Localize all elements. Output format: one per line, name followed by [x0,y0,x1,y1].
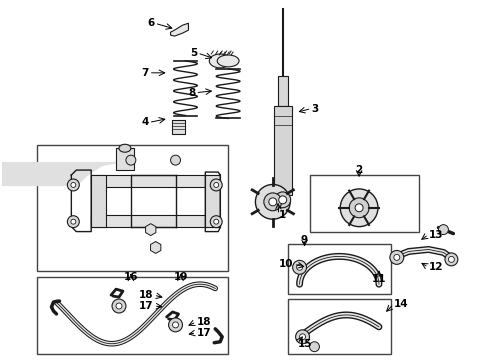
Ellipse shape [112,299,126,313]
Ellipse shape [214,183,219,188]
Ellipse shape [269,198,277,206]
Text: 8: 8 [188,88,196,98]
Text: 7: 7 [142,68,149,78]
Text: 9: 9 [301,234,308,244]
Bar [37,277,228,354]
Ellipse shape [439,225,448,235]
Text: 18: 18 [139,290,154,300]
Ellipse shape [171,155,180,165]
Ellipse shape [275,192,291,208]
Ellipse shape [169,318,182,332]
Text: 11: 11 [372,274,386,284]
Ellipse shape [448,256,454,262]
Ellipse shape [299,334,306,340]
Bar [274,105,292,195]
Text: 5: 5 [190,48,197,58]
Bar [172,121,185,134]
Ellipse shape [340,189,378,227]
Ellipse shape [214,219,219,224]
Ellipse shape [293,260,307,274]
Bar [288,244,391,294]
Text: 14: 14 [394,299,409,309]
Ellipse shape [210,179,222,191]
Ellipse shape [255,184,290,219]
Ellipse shape [445,253,458,266]
Ellipse shape [394,255,400,260]
Ellipse shape [217,55,239,67]
Bar [311,175,418,231]
Ellipse shape [310,342,319,352]
Text: 18: 18 [196,317,211,327]
Text: 4: 4 [142,117,149,127]
Polygon shape [171,23,189,36]
Ellipse shape [68,216,79,228]
Ellipse shape [71,183,76,188]
Text: 16: 16 [123,272,138,282]
Ellipse shape [172,322,178,328]
Text: 12: 12 [429,262,443,272]
Ellipse shape [296,264,302,270]
Bar [91,215,220,227]
Ellipse shape [355,204,363,212]
Ellipse shape [209,54,231,68]
Text: 13: 13 [429,230,443,239]
Text: 15: 15 [297,339,312,349]
Bar [205,175,220,227]
Ellipse shape [349,198,369,218]
Text: 6: 6 [147,18,155,28]
Text: 17: 17 [196,328,211,338]
Ellipse shape [119,144,131,152]
Bar [91,175,106,227]
Ellipse shape [68,179,79,191]
Bar [278,76,288,105]
Ellipse shape [264,193,282,211]
Ellipse shape [279,196,287,204]
Ellipse shape [390,251,404,264]
Text: 17: 17 [139,301,154,311]
Text: 19: 19 [173,272,188,282]
Text: 2: 2 [355,165,363,175]
Bar [116,148,134,170]
Text: 1: 1 [279,210,286,220]
Bar [91,175,220,187]
Ellipse shape [116,303,122,309]
Ellipse shape [71,219,76,224]
Ellipse shape [295,330,310,344]
Text: 10: 10 [279,259,294,269]
Ellipse shape [126,155,136,165]
Text: 3: 3 [312,104,318,113]
Ellipse shape [210,216,222,228]
Bar [37,145,228,271]
Bar [288,299,391,354]
